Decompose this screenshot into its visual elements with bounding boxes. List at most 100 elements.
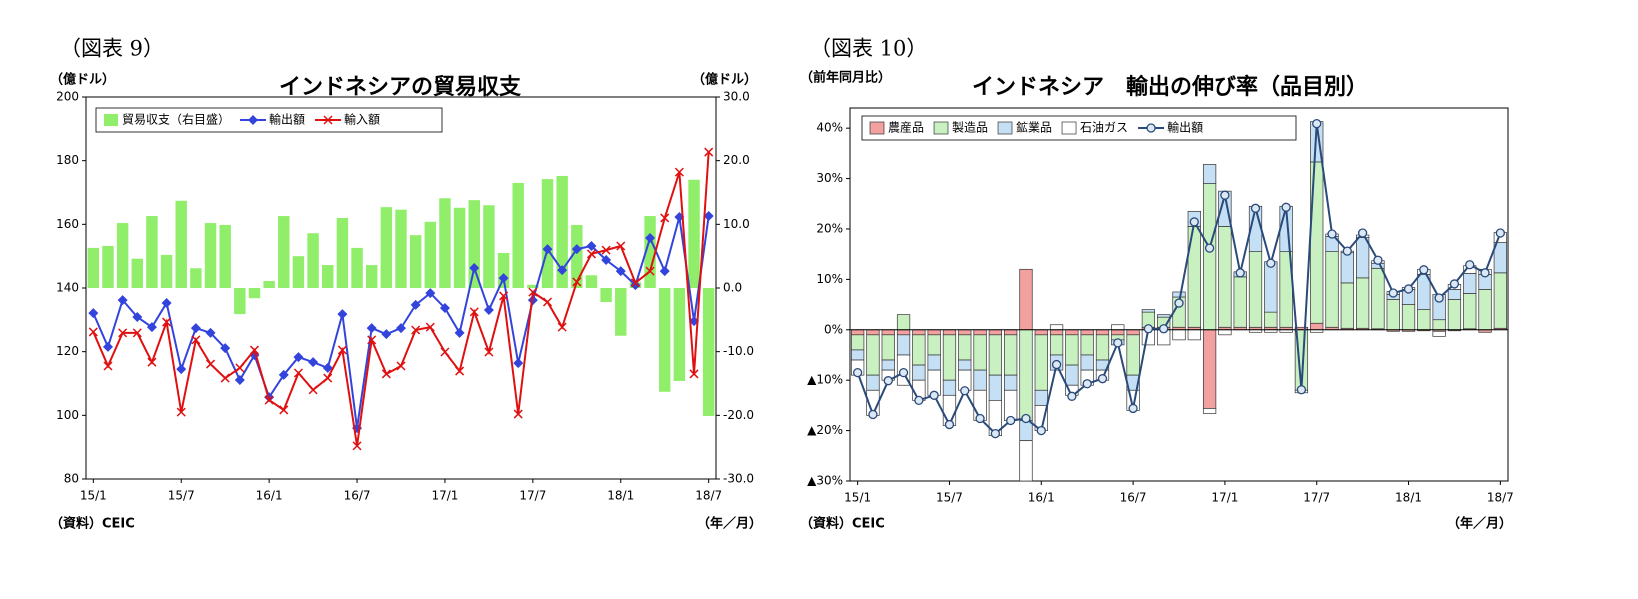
bar	[912, 334, 926, 366]
bar	[219, 224, 231, 288]
marker	[234, 374, 245, 385]
x-tick-label: 16/7	[1120, 491, 1147, 505]
marker	[1449, 279, 1460, 289]
bar	[1340, 282, 1354, 329]
marker	[381, 369, 391, 379]
marker	[571, 244, 582, 255]
marker	[528, 287, 538, 297]
bar	[615, 288, 627, 336]
bar	[424, 221, 437, 288]
x-tick-label: 18/7	[1487, 491, 1514, 505]
bar	[1310, 322, 1324, 331]
marker	[367, 335, 377, 345]
legend-label: 製造品	[952, 121, 988, 135]
bar	[1233, 276, 1247, 328]
bar	[1356, 237, 1370, 279]
marker	[1250, 203, 1261, 213]
marker	[381, 329, 392, 340]
x-tick-label: 15/7	[168, 489, 195, 503]
marker	[88, 327, 98, 337]
bar	[175, 200, 187, 288]
marker	[469, 262, 480, 273]
marker	[615, 266, 626, 277]
y-tick-label: 160	[56, 217, 79, 231]
marker	[960, 386, 970, 396]
marker	[366, 323, 377, 334]
bar	[248, 288, 261, 299]
bar	[1432, 330, 1446, 337]
bar	[351, 247, 363, 288]
bar	[673, 288, 686, 381]
y-tick-label: 30%	[816, 171, 843, 185]
marker	[1113, 338, 1123, 348]
marker	[630, 278, 640, 288]
bar	[927, 329, 941, 336]
marker	[990, 428, 1001, 439]
bar	[1019, 420, 1033, 442]
marker	[352, 441, 362, 451]
bar	[1095, 329, 1110, 336]
y-tick-label: ▲30%	[807, 474, 843, 488]
bar	[1126, 329, 1140, 336]
marker	[1465, 260, 1475, 270]
marker	[542, 244, 553, 255]
bar	[866, 334, 880, 376]
marker	[1495, 228, 1505, 238]
bar	[1463, 293, 1477, 330]
bar	[556, 175, 568, 288]
bar	[1447, 299, 1462, 331]
y2-tick-label: -10.0	[723, 344, 754, 358]
marker	[396, 323, 406, 334]
y-tick-label: 20%	[816, 221, 843, 235]
bar	[204, 223, 217, 288]
bar	[958, 329, 972, 336]
y2-tick-label: 30.0	[723, 90, 750, 104]
marker	[337, 309, 348, 320]
marker	[1097, 374, 1108, 384]
bar	[896, 314, 911, 331]
marker	[1235, 268, 1245, 278]
legend-marker	[248, 115, 259, 125]
bar	[1340, 252, 1354, 284]
bar	[131, 258, 143, 288]
bar	[1264, 311, 1278, 328]
bar	[881, 334, 895, 361]
marker	[645, 233, 656, 244]
bar	[851, 349, 865, 361]
marker	[411, 325, 421, 335]
marker	[1419, 265, 1429, 275]
figure-label: （図表 9）	[60, 37, 164, 61]
bar	[851, 329, 865, 336]
y2-tick-label: 0.0	[723, 281, 742, 295]
marker	[190, 323, 201, 334]
bar	[1004, 334, 1018, 376]
marker	[1204, 243, 1215, 253]
bar	[585, 275, 598, 288]
bar	[1463, 272, 1477, 294]
bar	[1049, 334, 1064, 356]
x-tick-label: 16/1	[1028, 491, 1055, 505]
legend-marker	[323, 115, 333, 125]
bar	[1019, 329, 1033, 421]
marker	[601, 254, 612, 265]
x-tick-label: 16/7	[344, 489, 371, 503]
bar	[1386, 299, 1400, 331]
bar	[1264, 261, 1278, 313]
chart-title: インドネシア 輸出の伸び率（品目別）	[972, 74, 1368, 100]
marker	[293, 368, 303, 378]
marker	[322, 362, 333, 373]
bar	[912, 329, 926, 336]
marker	[1159, 324, 1169, 334]
marker	[674, 167, 684, 177]
legend-box	[95, 107, 443, 133]
marker	[132, 311, 143, 322]
chart-title: インドネシアの貿易収支	[279, 75, 522, 100]
marker	[425, 288, 436, 299]
legend-label: 輸入額	[344, 112, 380, 127]
y-tick-label: 100	[56, 408, 79, 422]
marker	[117, 295, 128, 306]
marker	[586, 240, 597, 251]
y2-tick-label: -30.0	[723, 472, 754, 486]
x-tick-label: 15/1	[844, 491, 871, 505]
bar	[527, 284, 539, 288]
